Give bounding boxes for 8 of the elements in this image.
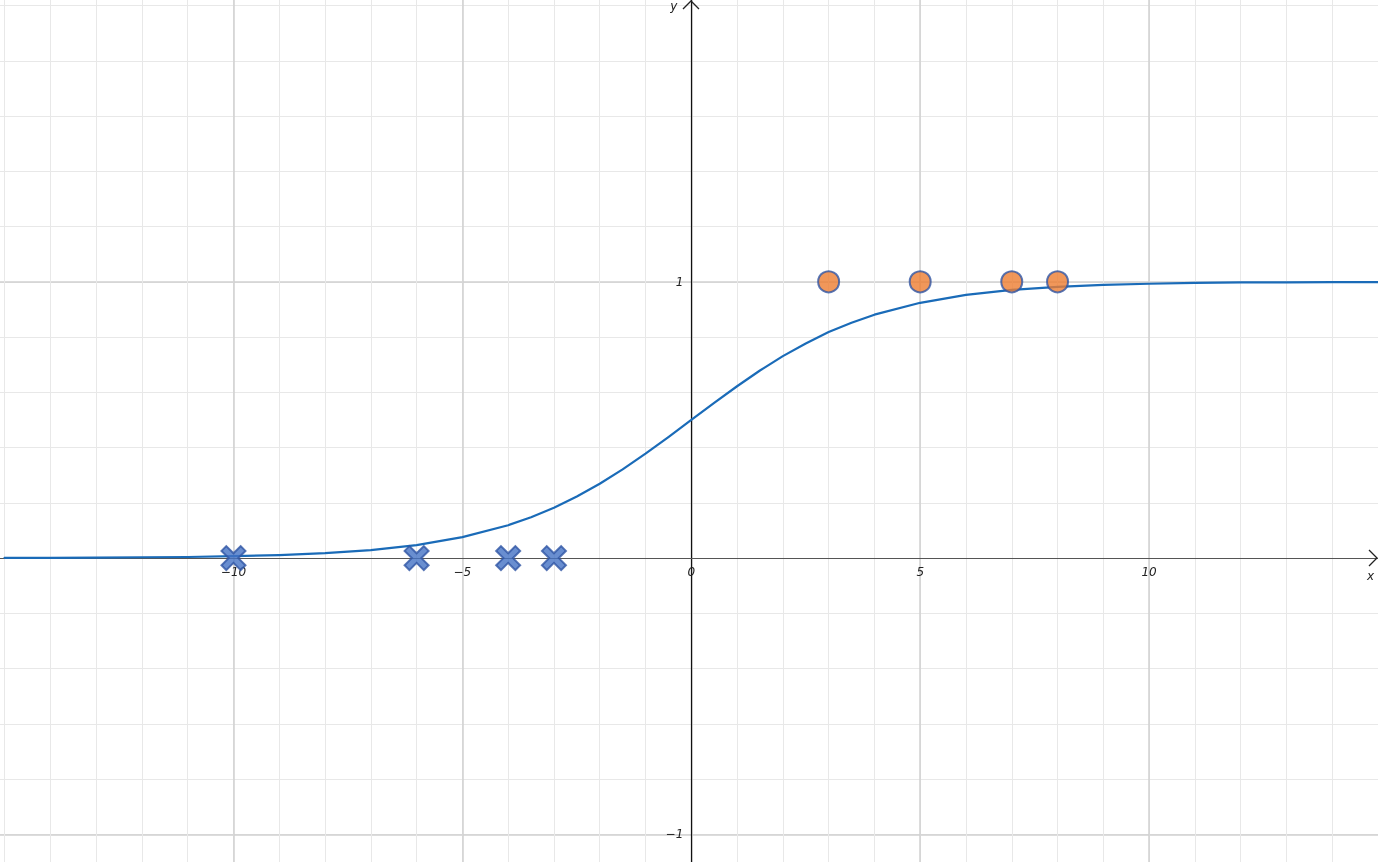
x-tick-label: 5 <box>916 565 925 580</box>
x-tick-label: −10 <box>220 565 247 580</box>
y-axis-title: y <box>669 0 679 13</box>
y-tick-label: −1 <box>665 827 684 842</box>
x-tick-label: −5 <box>453 565 472 580</box>
x-tick-label: 10 <box>1141 565 1158 580</box>
x-axis-title: x <box>1365 569 1375 584</box>
y-tick-label: 1 <box>675 274 684 289</box>
